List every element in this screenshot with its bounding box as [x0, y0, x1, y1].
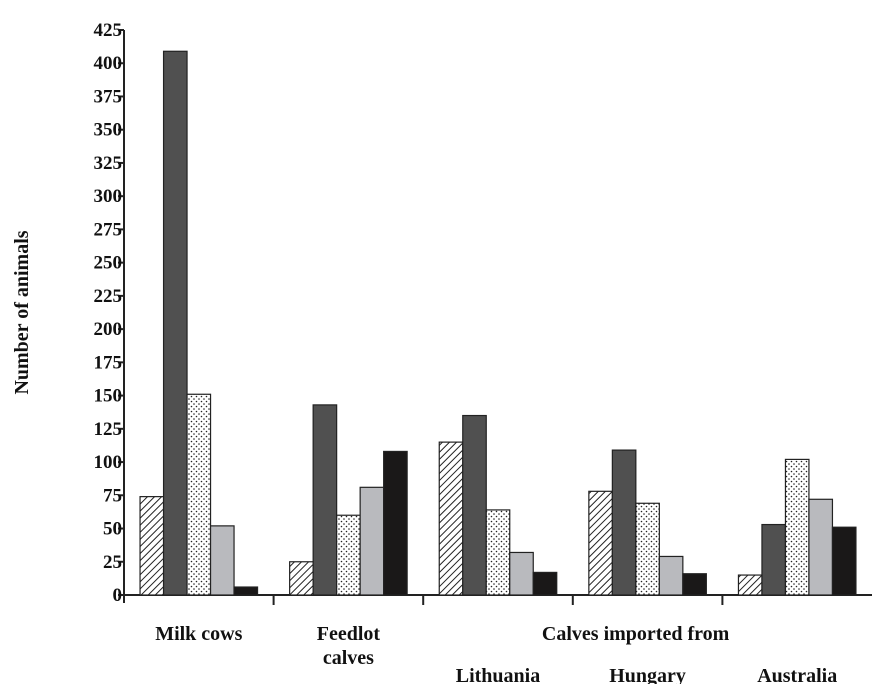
y-tick-label: 350	[94, 120, 123, 141]
bar-hungary-series-4	[658, 555, 684, 596]
bar-feedlot-calves-series-5	[383, 450, 408, 596]
y-tick-label: 125	[94, 419, 123, 440]
y-tick-label: 50	[103, 519, 122, 540]
bar-feedlot-calves-series-1	[289, 561, 314, 596]
x-category-label: calves	[323, 647, 374, 669]
bar-feedlot-calves-series-3	[336, 514, 361, 596]
y-tick-label: 300	[94, 186, 123, 207]
y-tick-label: 200	[94, 319, 123, 340]
bar-milk-cows-series-5	[233, 586, 259, 596]
y-tick-label: 225	[94, 286, 123, 307]
x-category-label: Hungary	[609, 665, 686, 684]
x-category-label: Feedlot	[317, 623, 381, 645]
y-tick-label: 25	[103, 552, 122, 573]
bar-australia-series-4	[808, 498, 834, 596]
y-tick-label: 150	[94, 386, 123, 407]
y-tick-label: 75	[103, 485, 122, 506]
bar-feedlot-calves-series-2	[312, 404, 338, 596]
bar-feedlot-calves-series-4	[359, 486, 385, 596]
bar-milk-cows-series-4	[209, 525, 235, 596]
y-tick-label: 250	[94, 253, 123, 274]
x-category-label: Milk cows	[155, 623, 242, 645]
y-tick-label: 425	[94, 20, 123, 41]
bar-australia-series-3	[784, 458, 810, 596]
bar-hungary-series-2	[611, 449, 637, 596]
bar-hungary-series-5	[682, 573, 707, 596]
y-axis-title: Number of animals	[11, 230, 33, 394]
y-tick-label: 375	[94, 86, 123, 107]
bar-lithuania-series-4	[509, 551, 534, 596]
y-tick-label: 100	[94, 452, 123, 473]
y-tick-label: 325	[94, 153, 123, 174]
bar-milk-cows-series-1	[139, 496, 165, 596]
bar-milk-cows-series-3	[186, 393, 212, 596]
x-category-label: Lithuania	[456, 665, 540, 684]
x-category-label: Australia	[757, 665, 837, 684]
bar-hungary-series-3	[635, 502, 660, 596]
y-tick-label: 275	[94, 219, 123, 240]
x-group-header: Calves imported from	[542, 623, 730, 645]
bar-milk-cows-series-2	[162, 50, 188, 596]
bar-lithuania-series-1	[438, 441, 464, 596]
bar-lithuania-series-5	[532, 571, 558, 596]
bar-lithuania-series-2	[462, 414, 487, 596]
bar-lithuania-series-3	[485, 509, 511, 596]
bar-australia-series-1	[737, 574, 763, 596]
y-tick-label: 400	[94, 53, 123, 74]
bar-australia-series-5	[831, 526, 857, 596]
bar-australia-series-2	[761, 523, 787, 596]
y-tick-label: 175	[94, 352, 123, 373]
bar-hungary-series-1	[588, 490, 613, 596]
y-tick-label: 0	[113, 585, 123, 606]
